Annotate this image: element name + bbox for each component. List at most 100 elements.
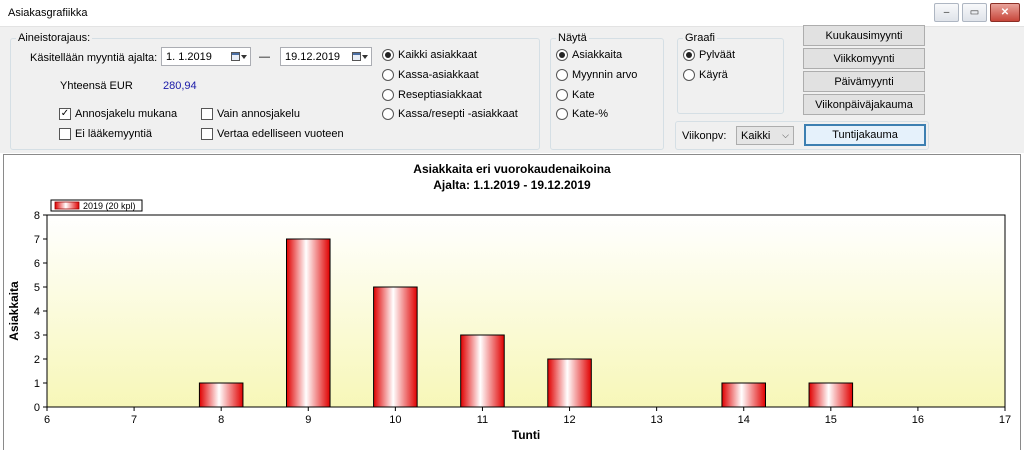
x-tick-label: 7: [131, 414, 137, 426]
radio-kayra[interactable]: Käyrä: [683, 69, 728, 81]
checkbox-ei-laakemyyntia[interactable]: Ei lääkemyyntiä: [59, 128, 152, 140]
date-to-picker[interactable]: 19.12.2019: [280, 47, 372, 66]
radio-empty-icon[interactable]: [683, 69, 695, 81]
checkbox-vain-annosjakelu[interactable]: Vain annosjakelu: [201, 108, 300, 120]
checkbox-vertaa-edelliseen[interactable]: Vertaa edelliseen vuoteen: [201, 128, 344, 140]
date-from-picker[interactable]: 1. 1.2019: [161, 47, 251, 66]
show-legend: Näytä: [558, 32, 587, 44]
radio-label: Kate-%: [572, 108, 609, 120]
minimize-icon: –: [943, 7, 950, 18]
y-tick-label: 6: [34, 258, 40, 270]
checkbox-annosjakelu-mukana[interactable]: ✓ Annosjakelu mukana: [59, 108, 177, 120]
x-tick-label: 6: [44, 414, 50, 426]
radio-pylvaat[interactable]: Pylväät: [683, 49, 735, 61]
x-tick-label: 11: [477, 414, 488, 426]
radio-asiakkaita[interactable]: Asiakkaita: [556, 49, 622, 61]
radio-kate[interactable]: Kate: [556, 89, 595, 101]
bar-hour-15: [808, 382, 854, 408]
controls-panel: Aineistorajaus: Käsitellään myyntiä ajal…: [0, 25, 1024, 153]
date-separator: —: [259, 51, 270, 63]
radio-selected-icon[interactable]: [683, 49, 695, 61]
monthly-sales-button[interactable]: Kuukausimyynti: [803, 25, 925, 46]
radio-kassa-resepti-asiakkaat[interactable]: Kassa/resepti -asiakkaat: [382, 108, 518, 120]
x-tick-label: 16: [912, 414, 924, 426]
date-to-value: 19.12.2019: [285, 50, 341, 63]
minimize-button[interactable]: –: [934, 3, 959, 22]
chevron-down-icon: ⌵: [782, 130, 789, 140]
close-button[interactable]: ✕: [990, 3, 1020, 22]
total-label: Yhteensä EUR: [60, 80, 133, 92]
calendar-dropdown-icon[interactable]: [231, 50, 247, 63]
radio-label: Kaikki asiakkaat: [398, 49, 477, 61]
radio-selected-icon[interactable]: [556, 49, 568, 61]
x-tick-label: 17: [999, 414, 1011, 426]
x-tick-label: 15: [825, 414, 837, 426]
y-tick-label: 5: [34, 282, 40, 294]
graph-type-legend: Graafi: [685, 32, 715, 44]
weekday-filter-frame: [675, 121, 929, 150]
y-tick-label: 8: [34, 210, 40, 222]
legend-label: 2019 (20 kpl): [83, 201, 136, 211]
x-tick-label: 13: [651, 414, 663, 426]
checkbox-empty-icon[interactable]: [201, 108, 213, 120]
bar-hour-11: [460, 334, 505, 408]
calendar-dropdown-icon[interactable]: [352, 50, 368, 63]
close-icon: ✕: [1000, 7, 1010, 18]
checkbox-label: Ei lääkemyyntiä: [75, 128, 153, 140]
graph-type-group: Graafi: [677, 32, 784, 114]
restore-icon: ▭: [969, 7, 980, 18]
plot-area: [46, 214, 1006, 408]
y-tick-label: 2: [34, 354, 40, 366]
radio-label: Kassa-asiakkaat: [398, 69, 479, 81]
radio-empty-icon[interactable]: [382, 108, 394, 120]
data-scope-legend: Aineistorajaus:: [18, 32, 91, 44]
legend-box: [50, 199, 143, 212]
radio-empty-icon[interactable]: [556, 108, 568, 120]
checkbox-checked-icon[interactable]: ✓: [59, 108, 71, 120]
chart-title: Asiakkaita eri vuorokaudenaikoina: [413, 162, 611, 176]
date-from-value: 1. 1.2019: [166, 50, 212, 63]
y-tick-label: 7: [34, 234, 40, 246]
period-label: Käsitellään myyntiä ajalta:: [30, 52, 158, 64]
radio-selected-icon[interactable]: [382, 49, 394, 61]
title-bar: Asiakasgrafiikka – ▭ ✕: [0, 0, 1024, 27]
weekday-distribution-button[interactable]: Viikonpäiväjakauma: [803, 94, 925, 115]
weekday-select[interactable]: Kaikki ⌵: [736, 126, 794, 145]
hourly-distribution-button[interactable]: Tuntijakauma: [804, 124, 926, 146]
radio-kassa-asiakkaat[interactable]: Kassa-asiakkaat: [382, 69, 479, 81]
radio-label: Myynnin arvo: [572, 69, 638, 81]
radio-empty-icon[interactable]: [382, 69, 394, 81]
radio-empty-icon[interactable]: [556, 89, 568, 101]
bar-hour-12: [547, 358, 592, 408]
chart-area: Asiakkaita eri vuorokaudenaikoina Ajalta…: [3, 154, 1021, 450]
daily-sales-button[interactable]: Päivämyynti: [803, 71, 925, 92]
radio-label: Reseptiasiakkaat: [398, 89, 482, 101]
radio-myynnin-arvo[interactable]: Myynnin arvo: [556, 69, 637, 81]
radio-reseptiasiakkaat[interactable]: Reseptiasiakkaat: [382, 89, 482, 101]
checkbox-label: Vain annosjakelu: [217, 108, 300, 120]
radio-empty-icon[interactable]: [382, 89, 394, 101]
show-group: Näytä: [550, 32, 664, 150]
radio-label: Pylväät: [699, 49, 736, 61]
radio-empty-icon[interactable]: [556, 69, 568, 81]
total-value: 280,94: [163, 80, 197, 92]
bar-hour-8: [198, 382, 244, 408]
checkbox-empty-icon[interactable]: [59, 128, 71, 140]
bar-hour-14: [721, 382, 766, 408]
checkbox-empty-icon[interactable]: [201, 128, 213, 140]
y-axis-label: Asiakkaita: [7, 281, 21, 341]
radio-label: Asiakkaita: [572, 49, 623, 61]
y-tick-label: 4: [34, 306, 40, 318]
weekly-sales-button[interactable]: Viikkomyynti: [803, 48, 925, 69]
restore-button[interactable]: ▭: [962, 3, 987, 22]
chart-subtitle: Ajalta: 1.1.2019 - 19.12.2019: [433, 178, 591, 192]
chart-legend: 2019 (20 kpl): [50, 199, 143, 212]
window-title: Asiakasgrafiikka: [8, 7, 88, 19]
weekday-select-value: Kaikki: [741, 129, 771, 142]
radio-kate-prosentti[interactable]: Kate-%: [556, 108, 608, 120]
bar-hour-10: [373, 286, 418, 408]
radio-kaikki-asiakkaat[interactable]: Kaikki asiakkaat: [382, 49, 477, 61]
weekday-filter-label: Viikonpv:: [682, 130, 727, 142]
radio-label: Käyrä: [699, 69, 728, 81]
checkbox-label: Annosjakelu mukana: [75, 108, 178, 120]
